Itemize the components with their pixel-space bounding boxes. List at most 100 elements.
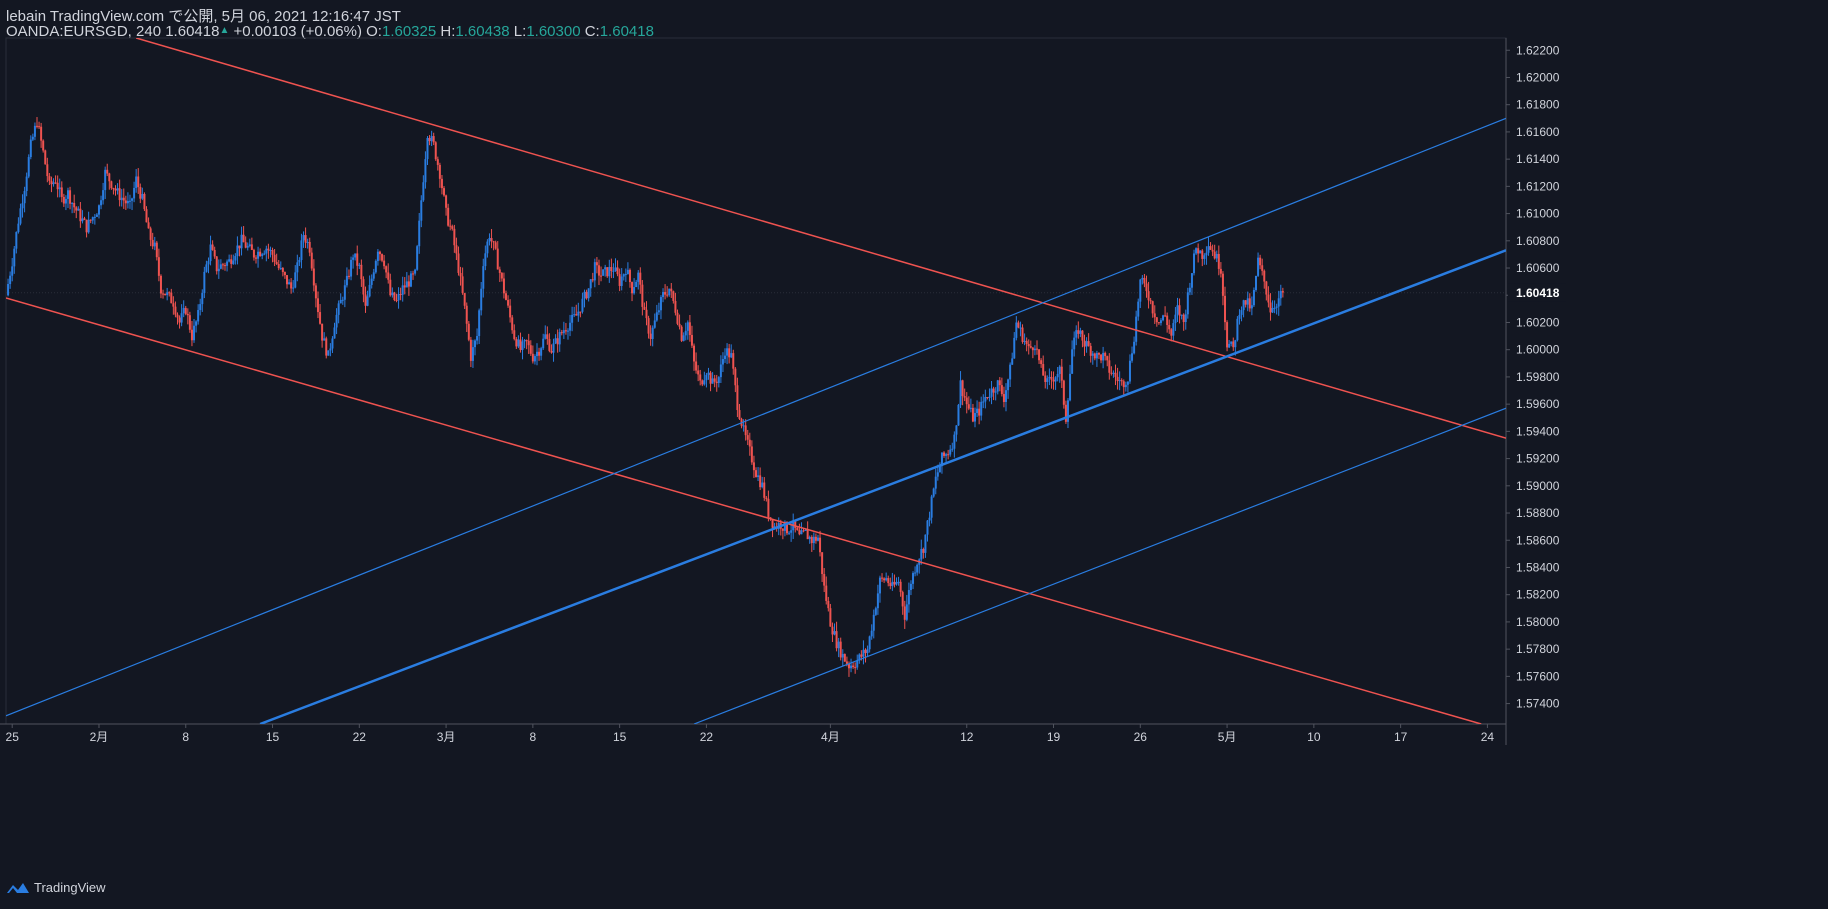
candle-bear: [785, 521, 788, 534]
candle-bull: [891, 581, 894, 587]
trendline-red-2[interactable]: [135, 38, 1506, 439]
candle-bear: [556, 338, 559, 345]
close-value: 1.60418: [599, 23, 654, 40]
candle-bull: [141, 193, 144, 199]
candle-bear: [1224, 295, 1227, 323]
candle-bear: [695, 361, 698, 371]
candle-bear: [321, 323, 324, 341]
candle-bull: [614, 267, 617, 271]
candle-bear: [674, 300, 677, 313]
candle-bull: [1124, 384, 1127, 388]
candle-bear: [618, 274, 621, 286]
candle-bull: [182, 307, 185, 314]
trendline-blue-3[interactable]: [6, 117, 1506, 717]
candle-bull: [33, 125, 36, 137]
candle-bull: [58, 187, 61, 190]
candle-bear: [978, 408, 981, 416]
candle-bear: [172, 303, 175, 307]
candle-bear: [963, 396, 966, 398]
candle-bear: [407, 281, 410, 287]
candle-bear: [881, 577, 884, 579]
candle-bull: [246, 246, 249, 248]
candle-bull: [1046, 378, 1049, 382]
candle-bull: [1135, 316, 1138, 342]
candle-bear: [461, 276, 464, 294]
candle-bear: [1122, 381, 1125, 388]
candle-bear: [965, 397, 968, 405]
candle-bull: [352, 257, 355, 260]
candle-bear: [864, 649, 867, 654]
candle-bear: [903, 606, 906, 620]
candle-bear: [378, 251, 381, 255]
candle-bull: [1255, 275, 1257, 291]
candle-bear: [316, 298, 319, 313]
candle-bull: [955, 425, 958, 435]
candle-bear: [1002, 394, 1005, 402]
candle-bull: [1230, 341, 1233, 344]
footer-brand[interactable]: TradingView: [6, 880, 106, 895]
candle-bull: [1054, 377, 1057, 382]
candle-bear: [893, 581, 896, 585]
candle-bull: [850, 665, 853, 669]
candle-bull: [1273, 307, 1276, 309]
candle-bear: [1093, 353, 1096, 359]
candle-bull: [1005, 390, 1007, 402]
low-value: 1.60300: [526, 23, 581, 40]
candle-bear: [697, 370, 700, 375]
candle-bull: [1275, 306, 1278, 308]
candle-bull: [15, 232, 18, 249]
candle-bull: [742, 425, 745, 427]
candle-bear: [519, 339, 522, 350]
candle-bull: [476, 336, 479, 341]
candle-bull: [1240, 310, 1243, 315]
candle-bear: [1201, 250, 1204, 259]
candle-bear: [1281, 291, 1284, 293]
candle-bear: [1219, 268, 1222, 274]
symbol-label[interactable]: OANDA:EURSGD, 240: [6, 23, 162, 40]
candle-bear: [1267, 294, 1270, 303]
candle-bear: [560, 332, 563, 334]
candle-bull: [153, 242, 156, 247]
candle-bull: [52, 182, 55, 185]
candle-bear: [147, 222, 150, 229]
y-tick-label: 1.59400: [1516, 424, 1560, 438]
candle-bear: [883, 578, 886, 581]
candle-bull: [682, 335, 685, 341]
candle-bear: [736, 385, 739, 411]
candle-bull: [566, 330, 569, 332]
candle-bull: [409, 273, 412, 287]
candle-bear: [546, 334, 549, 340]
candle-bear: [693, 345, 696, 362]
candle-bull: [932, 488, 935, 497]
candle-bull: [651, 327, 654, 339]
candle-bull: [533, 356, 536, 362]
candle-bear: [502, 278, 505, 294]
candle-bear: [1040, 360, 1043, 365]
candle-bear: [281, 267, 284, 273]
candle-bull: [552, 343, 555, 353]
candle-bear: [106, 169, 109, 174]
publish-info: lebain TradingView.com で公開, 5月 06, 2021 …: [6, 5, 401, 26]
candle-bull: [104, 169, 107, 191]
trendline-red-1[interactable]: [6, 297, 1482, 724]
candle-bear: [347, 275, 350, 277]
candle-bear: [44, 150, 47, 165]
x-tick-label: 26: [1134, 730, 1148, 744]
candle-bull: [521, 341, 524, 350]
trendline-blue-4[interactable]: [259, 249, 1506, 724]
candle-bear: [114, 188, 117, 191]
candle-bull: [93, 216, 96, 218]
candle-bear: [467, 323, 470, 340]
candle-bear: [434, 142, 437, 160]
candle-bull: [354, 253, 357, 258]
plot-frame: [5, 37, 1507, 725]
candle-bear: [498, 269, 501, 273]
candle-bear: [440, 178, 443, 189]
candle-bull: [345, 275, 348, 286]
candle-bull: [306, 241, 309, 243]
candle-bear: [283, 272, 286, 276]
trendline-blue-5[interactable]: [693, 407, 1506, 724]
candle-bull: [333, 327, 336, 339]
x-tick-label: 3月: [437, 730, 456, 744]
